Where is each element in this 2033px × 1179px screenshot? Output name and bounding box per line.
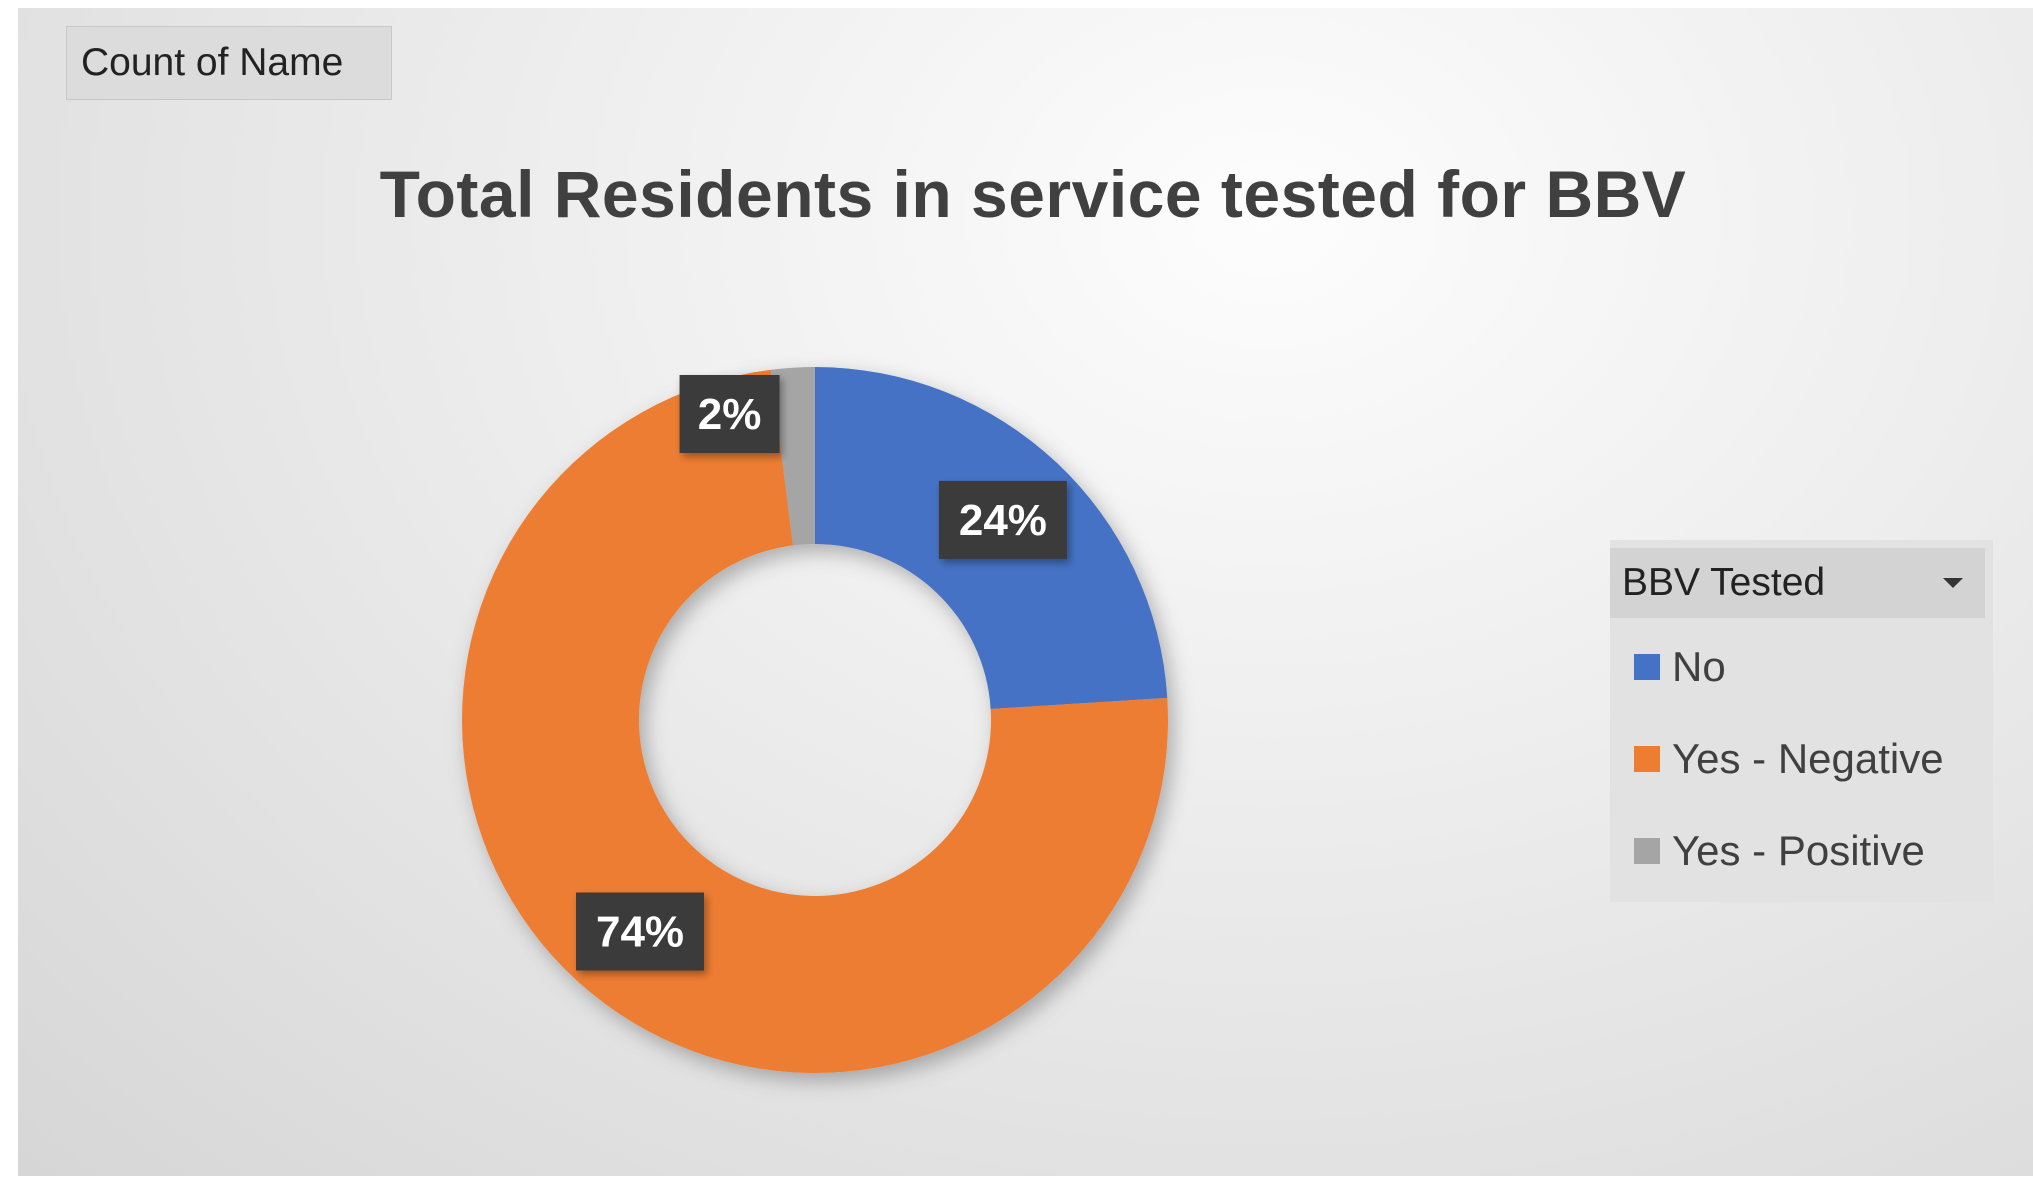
data-label-box [938,480,1067,559]
legend-item-label: Yes - Positive [1672,827,1925,874]
data-label-yes-negative: 74% [576,892,705,971]
dropdown-arrow-icon [1943,578,1963,588]
donut-chart: 24% 74% 2% [461,367,1168,1074]
data-label-box [679,375,780,454]
data-label-text: 2% [698,390,762,439]
legend-filter-dropdown[interactable]: BBV Tested [1610,548,1985,618]
legend-item-yes-positive[interactable]: Yes - Positive [1634,821,1925,881]
data-label-text: 74% [596,908,684,957]
legend-title: BBV Tested [1622,561,1826,604]
data-label-box [576,892,705,971]
legend-item-no[interactable]: No [1634,637,1726,697]
data-label-text: 24% [959,496,1047,545]
chart-area: Count of Name Total Residents in service… [18,8,2033,1176]
legend: BBV Tested No Yes - Negative Yes - Posit… [1610,540,1993,902]
donut-slices [461,367,1168,1074]
legend-swatch [1634,746,1660,772]
legend-item-label: Yes - Negative [1672,735,1944,782]
legend-swatch [1634,838,1660,864]
chart-title: Total Residents in service tested for BB… [379,157,1687,231]
legend-item-label: No [1672,643,1726,690]
field-button-count-of-name[interactable]: Count of Name [66,26,392,100]
data-label-no: 24% [938,480,1067,559]
field-button-label: Count of Name [81,41,344,84]
donut-slice-yes-positive[interactable] [770,367,815,546]
donut-data-labels: 24% 74% 2% [576,375,1067,971]
legend-item-yes-negative[interactable]: Yes - Negative [1634,729,1944,789]
data-label-yes-positive: 2% [679,375,780,454]
legend-swatch [1634,654,1660,680]
